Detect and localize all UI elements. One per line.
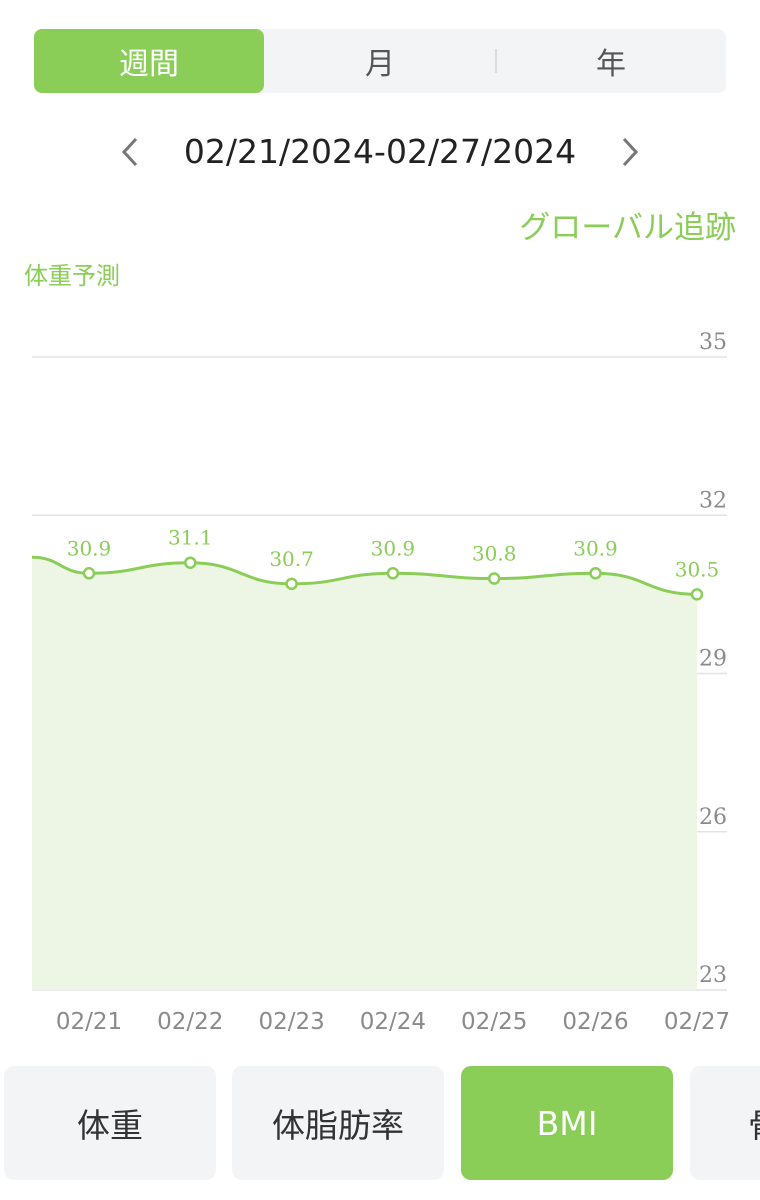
data-point (82, 567, 96, 580)
data-label: 30.9 (573, 536, 618, 560)
metric-card-bone[interactable]: 骨 (690, 1066, 760, 1180)
chevron-right-icon[interactable] (610, 130, 650, 174)
metric-card-body-fat[interactable]: 体脂肪率 (232, 1066, 444, 1180)
data-point (386, 567, 400, 580)
global-tracking-link[interactable]: グローバル追跡 (519, 210, 736, 246)
x-tick-label: 02/26 (562, 1009, 628, 1035)
data-label: 30.5 (675, 557, 720, 581)
data-label: 30.9 (371, 536, 416, 560)
data-label: 30.8 (472, 542, 517, 566)
metric-card-bmi[interactable]: BMI (461, 1066, 673, 1180)
data-point (487, 572, 501, 585)
chart-title: 体重予測 (24, 262, 120, 290)
period-selector: 週間 月 年 (34, 29, 726, 93)
tab-divider (495, 49, 497, 73)
data-label: 30.7 (269, 547, 314, 571)
x-tick-label: 02/23 (258, 1009, 324, 1035)
data-label: 31.1 (168, 526, 213, 550)
data-point (589, 567, 602, 580)
chevron-left-icon[interactable] (110, 130, 150, 174)
x-tick-label: 02/27 (664, 1009, 730, 1035)
x-tick-label: 02/21 (56, 1009, 122, 1035)
data-point (184, 556, 197, 569)
x-tick-label: 02/24 (360, 1009, 426, 1035)
y-tick-label: 23 (699, 963, 727, 988)
tab-year[interactable]: 年 (596, 47, 626, 82)
x-tick-label: 02/25 (461, 1009, 527, 1035)
y-tick-label: 35 (699, 330, 727, 355)
x-tick-label: 02/22 (157, 1009, 223, 1035)
tab-month[interactable]: 月 (365, 47, 395, 82)
y-tick-label: 32 (699, 488, 727, 513)
y-tick-label: 29 (699, 647, 727, 672)
date-range-label: 02/21/2024-02/27/2024 (183, 132, 577, 171)
date-navigator: 02/21/2024-02/27/2024 (0, 120, 760, 184)
metric-selector: 体重 体脂肪率 BMI 骨 (0, 1066, 760, 1180)
data-point (285, 577, 298, 591)
y-tick-label: 26 (699, 805, 727, 830)
bmi-area-chart: 35 32 29 26 23 30.9 31.1 30.7 30.9 30.8 30.9 30.5 02… (31, 330, 730, 1035)
tab-week[interactable]: 週間 (34, 29, 264, 93)
data-point (690, 588, 704, 601)
series-area (32, 557, 697, 990)
data-label: 30.9 (67, 536, 112, 560)
metric-card-weight[interactable]: 体重 (4, 1066, 216, 1180)
